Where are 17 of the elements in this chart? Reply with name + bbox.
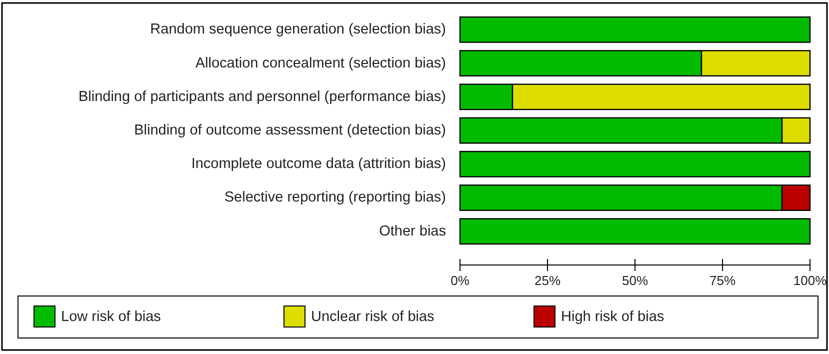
y-tick-label: Selective reporting (reporting bias) <box>224 190 446 206</box>
legend-label: Low risk of bias <box>61 309 161 325</box>
y-tick-label: Blinding of participants and personnel (performance bias) <box>78 88 446 105</box>
legend-label: High risk of bias <box>561 309 664 325</box>
y-tick-label: Other bias <box>379 223 446 240</box>
x-tick-label: 50% <box>622 273 648 288</box>
x-tick-label: 25% <box>534 273 561 288</box>
x-tick-label: 75% <box>709 273 736 288</box>
bar <box>459 150 811 178</box>
bar <box>459 218 811 245</box>
y-tick-label: Random sequence generation (selection bias) <box>150 22 446 38</box>
y-tick-label: Incomplete outcome data (attrition bias) <box>191 156 446 172</box>
y-tick-label: Allocation concealment (selection bias) <box>195 55 446 72</box>
legend-label: Unclear risk of bias <box>311 309 434 325</box>
y-tick-label: Blinding of outcome assessment (detection bias) <box>134 122 446 138</box>
bar <box>459 16 811 43</box>
x-tick-label: 0% <box>450 273 470 288</box>
